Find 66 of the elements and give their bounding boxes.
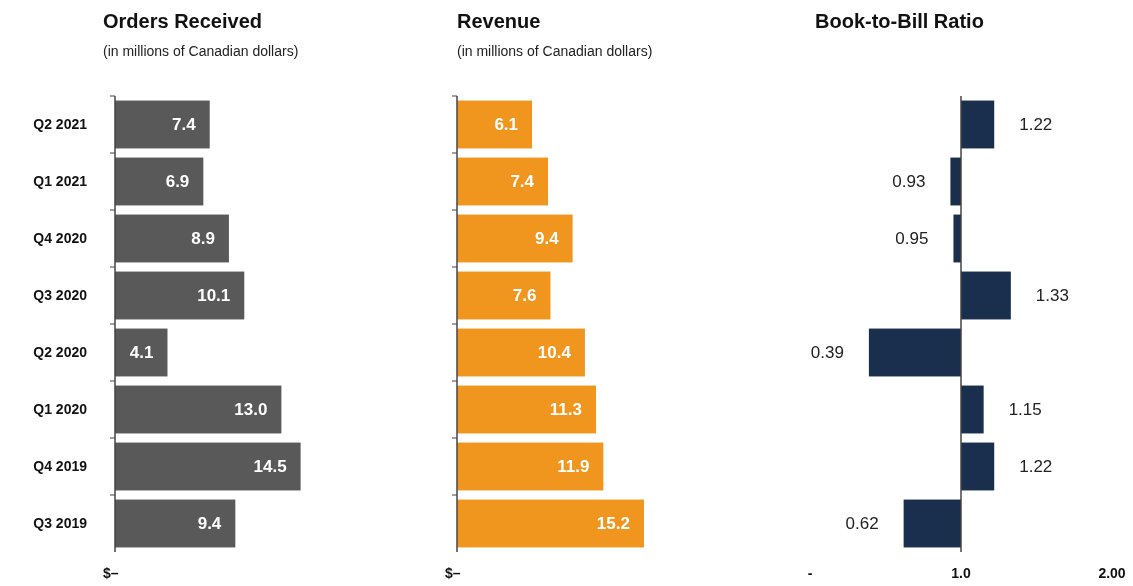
chart-title: Revenue: [457, 10, 541, 32]
bar: [457, 442, 604, 491]
bar: [115, 328, 168, 377]
y-tick-label: Q3 2020: [33, 287, 88, 304]
text: $–: [103, 565, 119, 581]
y-tick-label: Q4 2019: [33, 458, 88, 475]
bar: [457, 214, 573, 263]
data-label: 9.4: [197, 514, 222, 534]
data-label: 0.39: [810, 343, 844, 363]
bar: [953, 214, 961, 263]
data-label: 0.95: [895, 229, 929, 249]
y-tick-label: Q1 2020: [33, 401, 88, 418]
x-tick-label: -: [807, 565, 813, 581]
data-label: 1.33: [1035, 286, 1069, 306]
data-label: 7.4: [510, 172, 535, 192]
bar: [115, 385, 282, 434]
y-tick-label: Q1 2021: [33, 173, 88, 190]
x-tick-label: 1.0: [951, 565, 971, 581]
text: $–: [445, 565, 461, 581]
bar: [115, 442, 301, 491]
data-label: 4.1: [129, 343, 154, 363]
bar: [115, 157, 204, 206]
data-label: 1.22: [1019, 115, 1053, 135]
bar: [903, 499, 961, 548]
bar: [115, 100, 210, 149]
bar: [868, 328, 961, 377]
data-label: 11.9: [557, 457, 590, 477]
y-tick-label: Q3 2019: [33, 515, 88, 532]
x-tick-label: 2.00: [1098, 565, 1126, 581]
data-label: 6.1: [494, 115, 519, 135]
bar: [961, 100, 995, 149]
bar: [457, 100, 533, 149]
bar: [961, 385, 984, 434]
chart-subtitle: (in millions of Canadian dollars): [457, 43, 653, 59]
bar: [961, 442, 995, 491]
y-tick-label: Q2 2021: [33, 116, 88, 133]
data-label: 1.15: [1008, 400, 1042, 420]
data-label: 1.22: [1019, 457, 1053, 477]
data-label: 13.0: [234, 400, 268, 420]
data-label: 9.4: [534, 229, 560, 249]
y-tick-label: Q4 2020: [33, 230, 88, 247]
data-label: 15.2: [596, 514, 630, 534]
data-label: 0.93: [892, 172, 926, 192]
bar: [457, 328, 585, 377]
data-label: 8.9: [191, 229, 215, 249]
data-label: 11.3: [549, 400, 582, 420]
data-label: 10.4: [537, 343, 572, 363]
bar: [457, 157, 549, 206]
bar: [457, 385, 596, 434]
bar: [457, 271, 551, 320]
data-label: 7.6: [512, 286, 537, 306]
bar: [950, 157, 961, 206]
bar: [961, 271, 1011, 320]
bar: [115, 271, 245, 320]
data-label: 0.62: [845, 514, 879, 534]
data-label: 7.4: [172, 115, 197, 135]
bar: [457, 499, 644, 548]
bar: [115, 214, 229, 263]
chart-subtitle: (in millions of Canadian dollars): [103, 43, 299, 59]
data-label: 6.9: [165, 172, 190, 192]
data-label: 10.1: [197, 286, 231, 306]
chart-title: Book-to-Bill Ratio: [815, 10, 984, 32]
y-tick-label: Q2 2020: [33, 344, 88, 361]
chart-title: Orders Received: [103, 10, 262, 32]
bar: [115, 499, 236, 548]
data-label: 14.5: [253, 457, 287, 477]
